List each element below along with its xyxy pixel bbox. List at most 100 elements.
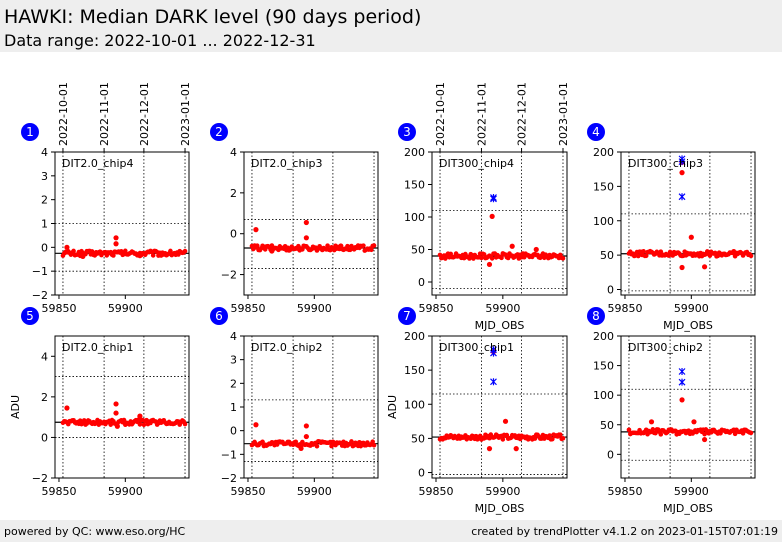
footer-bar: powered by QC: www.eso.org/HC created by…	[0, 520, 782, 542]
y-tick-label: 4	[230, 146, 237, 159]
y-tick-label: 1	[230, 401, 237, 414]
data-point	[168, 248, 173, 254]
outlier-marker	[678, 193, 686, 201]
y-tick-label: 50	[600, 419, 614, 432]
chart-panel-5: −2 0 2 4 59850 59900 DIT2.0_chip1 ADU 5	[9, 307, 190, 498]
y-tick-label: 100	[404, 211, 425, 224]
y-axis-label: ADU	[386, 395, 399, 419]
chip-label: DIT2.0_chip3	[251, 157, 322, 170]
data-point	[701, 264, 708, 270]
data-point	[370, 439, 375, 444]
y-tick-label: 50	[411, 432, 425, 445]
data-point	[691, 419, 697, 425]
data-point	[71, 248, 76, 254]
data-point	[113, 410, 119, 416]
data-point	[648, 419, 655, 425]
y-tick-label: −1	[32, 265, 48, 278]
y-tick-label: 50	[411, 244, 425, 257]
chip-label: DIT2.0_chip1	[62, 341, 133, 354]
y-tick-label: 50	[600, 249, 614, 262]
x-tick-label: 59900	[297, 302, 332, 315]
y-tick-label: 0	[418, 467, 425, 480]
panel-number: 8	[592, 309, 600, 323]
data-point	[111, 253, 116, 258]
x-tick-label: 59850	[419, 485, 454, 498]
y-tick-label: 3	[41, 170, 48, 183]
x-tick-label: 59900	[485, 485, 520, 498]
panel-number-badge	[21, 307, 39, 325]
plot-frame	[620, 335, 756, 479]
x-tick-label: 59850	[41, 485, 76, 498]
data-point	[150, 253, 156, 258]
data-point	[371, 442, 377, 448]
x-tick-label: 59850	[607, 302, 642, 315]
panel-number: 4	[592, 125, 600, 139]
data-point	[626, 427, 632, 433]
data-point	[137, 413, 143, 419]
data-point	[371, 243, 377, 248]
date-tick-label: 2022-10-01	[434, 82, 447, 146]
panel-number-badge	[21, 123, 39, 141]
data-point	[113, 235, 119, 241]
y-tick-label: 1	[41, 218, 48, 231]
y-tick-label: 0	[230, 425, 237, 438]
panel-number: 2	[215, 125, 223, 139]
y-axis-label: ADU	[9, 395, 22, 419]
plot-area	[432, 336, 567, 478]
data-point	[489, 213, 495, 219]
data-point	[182, 248, 188, 254]
plot-area	[55, 336, 189, 478]
chip-label: DIT300_chip1	[439, 341, 514, 354]
data-point	[325, 243, 330, 248]
x-tick-label: 59900	[108, 485, 143, 498]
y-tick-label: −2	[32, 472, 48, 485]
panel-number-badge	[398, 123, 416, 141]
panel-number: 7	[403, 309, 411, 323]
data-point	[740, 431, 746, 436]
data-point	[260, 439, 265, 445]
panel-number: 1	[26, 125, 34, 139]
y-tick-label: 200	[593, 146, 614, 159]
y-tick-label: 0	[607, 448, 614, 461]
y-tick-label: 2	[41, 194, 48, 207]
chart-panel-1: −2 −1 0 1 2 3 4 59850 59900 DIT2.0_chip4 1 2022-10-…	[21, 82, 192, 315]
panel-number: 3	[403, 125, 411, 139]
data-point	[560, 436, 566, 441]
data-point	[500, 437, 506, 442]
date-tick-label: 2023-01-01	[557, 82, 570, 146]
x-tick-label: 59900	[674, 485, 709, 498]
data-point	[547, 433, 552, 438]
data-point	[558, 432, 563, 437]
page-title: HAWKI: Median DARK level (90 days period…	[4, 6, 422, 28]
data-point	[479, 255, 484, 261]
plot-frame	[54, 335, 190, 479]
data-point	[499, 255, 504, 261]
plot-area	[621, 336, 755, 478]
panel-number: 6	[215, 309, 223, 323]
data-point	[300, 247, 305, 252]
data-point	[533, 246, 539, 253]
page-subtitle: Data range: 2022-10-01 ... 2022-12-31	[4, 31, 316, 50]
data-point	[254, 243, 260, 249]
plot-area	[244, 152, 378, 295]
y-tick-label: 200	[593, 330, 614, 343]
x-tick-label: 59850	[41, 302, 76, 315]
data-point	[303, 423, 309, 429]
y-tick-label: 100	[593, 215, 614, 228]
y-tick-label: 3	[230, 354, 237, 367]
x-tick-label: 59850	[607, 485, 642, 498]
data-point	[345, 243, 350, 249]
data-point	[635, 253, 641, 259]
y-tick-label: 150	[404, 179, 425, 192]
data-point	[113, 241, 119, 247]
plot-frame	[243, 151, 379, 296]
header-bar: HAWKI: Median DARK level (90 days period…	[0, 0, 782, 52]
chart-panel-3: 0 50 100 150 200 59850 59900 DIT300_chip4 MJD_OB…	[398, 82, 570, 332]
data-point	[748, 430, 754, 436]
x-tick-label: 59900	[674, 302, 709, 315]
chip-label: DIT300_chip3	[628, 157, 703, 170]
chart-panel-6: −2 −1 0 1 2 3 4 59850 59900 DIT2.0_chip2 6	[210, 307, 379, 498]
y-tick-label: 100	[404, 398, 425, 411]
plot-frame	[431, 335, 568, 479]
data-point	[137, 253, 143, 259]
